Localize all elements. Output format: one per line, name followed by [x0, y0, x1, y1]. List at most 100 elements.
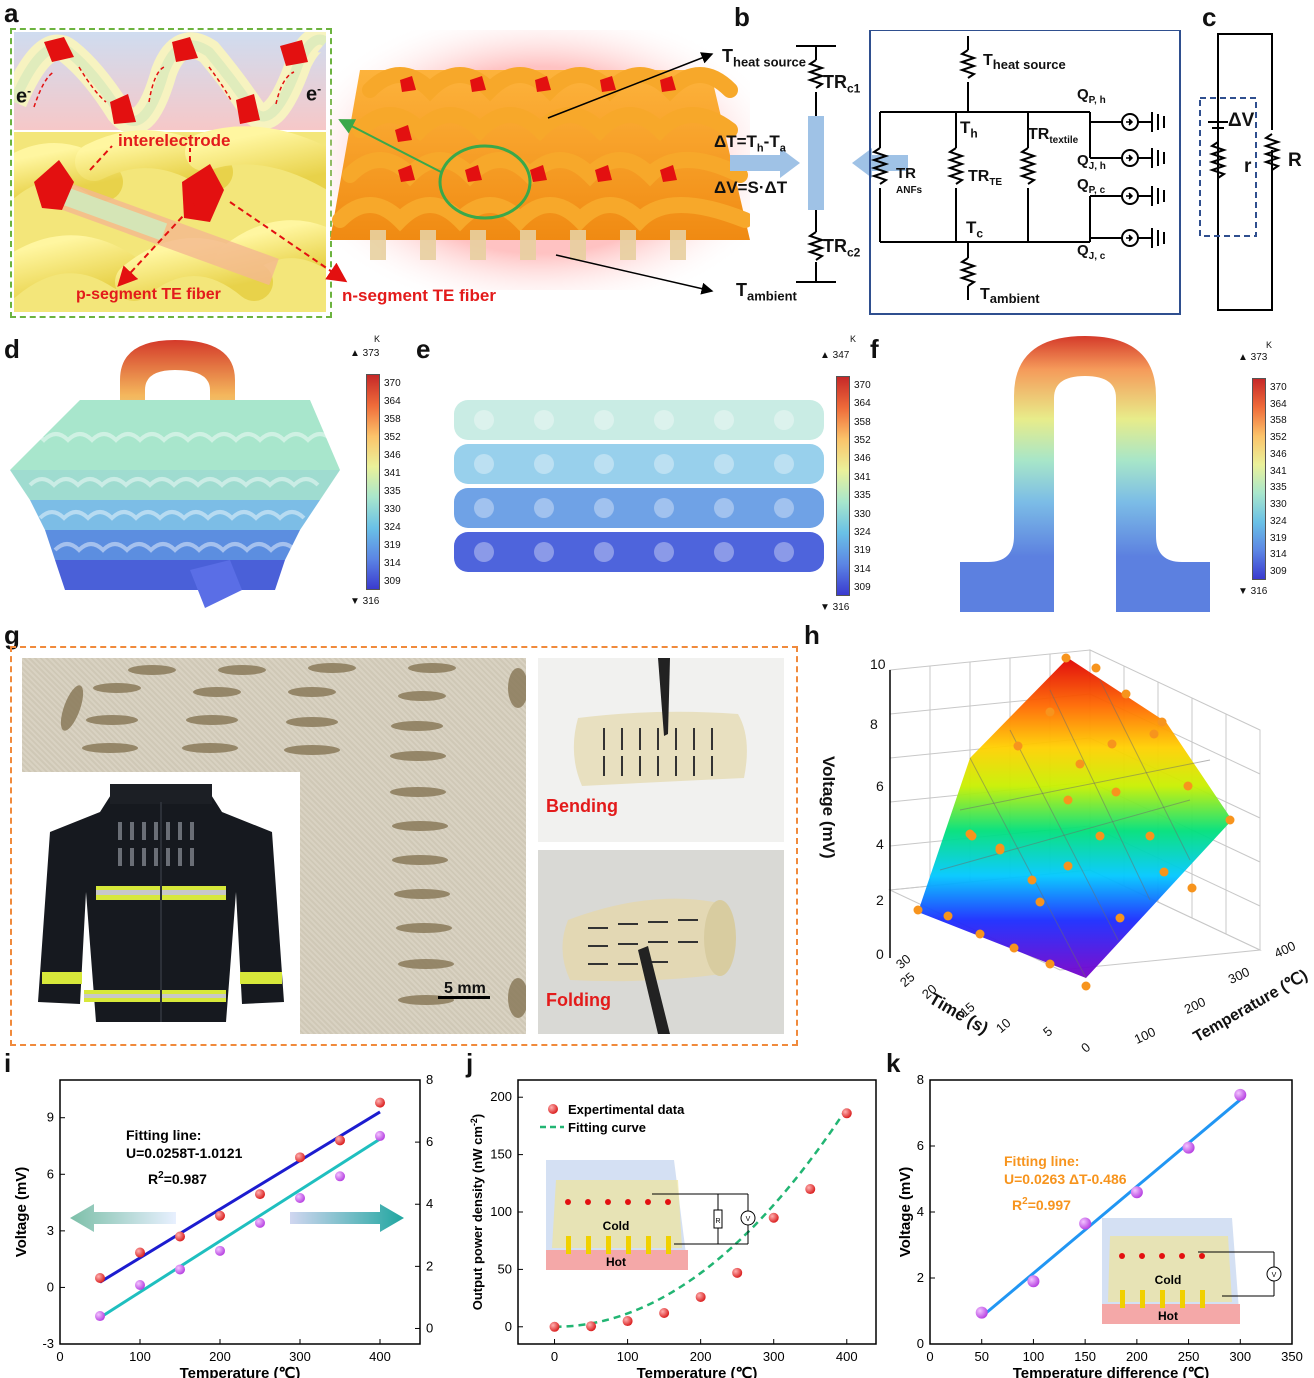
label-trc2: TRc2 — [823, 236, 861, 260]
scale-bar-label: 5 mm — [444, 980, 486, 997]
k-y-tick-label: 0 — [917, 1336, 924, 1351]
k-y-tick-label: 6 — [917, 1138, 924, 1153]
k-data-point — [1234, 1088, 1247, 1101]
j-inset-junction — [645, 1199, 651, 1205]
panel-c-circuit — [1199, 33, 1282, 311]
i-current-point — [375, 1130, 385, 1141]
colorbar-f-max: ▲ 373 — [1238, 352, 1268, 363]
k-y-tick-label: 4 — [917, 1204, 924, 1219]
colorbar-tick: 335 — [1270, 482, 1287, 494]
h-z-tick: 6 — [876, 778, 884, 794]
panel-g-frame — [10, 646, 798, 1046]
j-fit-curve — [554, 1107, 848, 1329]
colorbar-d: K ▲ 373 370 364 358 352 346 341 335 330 324 319 31… — [344, 334, 404, 614]
i-x-tick-label: 100 — [129, 1349, 151, 1364]
i-fit-title: Fitting line: — [126, 1127, 201, 1143]
colorbar-d-max: ▲ 373 — [350, 348, 380, 359]
colorbar-tick: 346 — [384, 450, 401, 461]
j-inset-junction — [605, 1199, 611, 1205]
j-data-point — [659, 1308, 670, 1319]
circuit-tc: Tc — [966, 218, 984, 241]
panel-c-r-small: r — [1244, 156, 1252, 177]
j-inset-v-label: V — [746, 1216, 751, 1223]
j-data-point — [622, 1316, 633, 1327]
circuit-qpc: QP, c — [1077, 176, 1106, 196]
k-x-tick-label: 50 — [974, 1349, 988, 1364]
colorbar-tick: 319 — [384, 540, 401, 551]
j-inset-leg — [586, 1236, 591, 1254]
i-plot-frame — [59, 1079, 421, 1345]
j-inset-fabric — [552, 1180, 682, 1248]
colorbar-tick: 358 — [1270, 415, 1287, 427]
j-y-tick-label: 100 — [490, 1204, 512, 1219]
i-left-arrow — [70, 1204, 176, 1232]
k-inset-junction — [1179, 1253, 1185, 1259]
colorbar-f-gradient — [1252, 378, 1266, 580]
p-segment-label: p-segment TE fiber — [76, 286, 221, 303]
i-current-point — [335, 1171, 345, 1182]
electron-label-right: e- — [306, 82, 322, 106]
i-y2-tick-label: 2 — [426, 1258, 433, 1273]
k-fit-line — [980, 1098, 1242, 1318]
k-x-tick-label: 300 — [1229, 1349, 1251, 1364]
panel-label-c: c — [1202, 2, 1217, 32]
h-z-tick: 4 — [876, 836, 884, 852]
colorbar-d-unit: K — [374, 334, 381, 344]
panel-a-arrows — [89, 52, 714, 295]
colorbar-tick: 319 — [1270, 532, 1287, 544]
j-inset-leg — [666, 1236, 671, 1254]
k-y-tick-label: 2 — [917, 1270, 924, 1285]
colorbar-tick: 335 — [854, 490, 871, 502]
j-legend-label-fit: Fitting curve — [568, 1120, 646, 1135]
k-x-tick-label: 100 — [1023, 1349, 1045, 1364]
n-segment-label: n-segment TE fiber — [342, 286, 496, 305]
colorbar-tick: 319 — [854, 545, 871, 557]
i-y-tick-label: -3 — [42, 1336, 54, 1351]
i-y-tick-label: 0 — [47, 1279, 54, 1294]
h-time-tick: 25 — [896, 969, 918, 990]
i-voltage-point — [95, 1273, 105, 1283]
colorbar-tick: 330 — [1270, 499, 1287, 511]
j-inset-voltmeter — [740, 1210, 756, 1226]
k-inset-device: V Cold Hot — [1102, 1218, 1282, 1324]
colorbar-tick: 330 — [854, 508, 871, 520]
colorbar-tick: 309 — [1270, 566, 1287, 577]
panel-c-delta-v: ΔV — [1228, 110, 1255, 131]
j-inset-cold-label: Cold — [603, 1219, 630, 1233]
j-y-axis-label: Output power density (nW cm-2) — [469, 1114, 485, 1311]
h-zaxis-label: Voltage (mV) — [819, 756, 838, 859]
j-data-point — [586, 1321, 597, 1332]
i-x-tick-label: 200 — [209, 1349, 231, 1364]
colorbar-tick: 324 — [854, 526, 871, 538]
colorbar-tick: 324 — [1270, 515, 1287, 527]
j-inset-r-label: R — [715, 1218, 720, 1225]
k-inset-leg — [1120, 1290, 1125, 1308]
h-z-tick: 8 — [870, 716, 878, 732]
circuit-tr-anfs: TR ANFs — [896, 165, 923, 196]
colorbar-tick: 358 — [854, 416, 871, 428]
circuit-qph: QP, h — [1077, 86, 1106, 106]
k-data-point — [975, 1306, 988, 1319]
panel-label-g: g — [4, 620, 20, 650]
label-t-heat-source: Theat source — [722, 46, 806, 70]
j-inset-device: R V Cold Hot — [546, 1160, 756, 1270]
colorbar-e-min: ▼ 316 — [820, 602, 850, 613]
i-y-tick-label: 6 — [47, 1166, 54, 1181]
colorbar-f-min: ▼ 316 — [1238, 586, 1268, 597]
colorbar-tick: 352 — [384, 432, 401, 443]
chart-k: 0 50 100 150 200 250 300 350 0 2 4 6 8 Temperature di… — [897, 1072, 1303, 1378]
i-current-point — [295, 1193, 305, 1204]
i-y-tick-label: 9 — [47, 1110, 54, 1125]
k-y-axis-label: Voltage (mV) — [897, 1167, 914, 1258]
label-delta-t: ΔT=Th-Ta — [714, 132, 786, 155]
k-inset-junction — [1139, 1253, 1145, 1259]
label-trc1: TRc1 — [823, 72, 861, 96]
j-legend-marker-data — [548, 1104, 558, 1114]
label-t-ambient: Tambient — [736, 280, 797, 304]
j-y-tick-label: 150 — [490, 1147, 512, 1162]
colorbar-tick: 364 — [384, 396, 401, 407]
colorbar-tick: 352 — [854, 435, 871, 447]
panel-a-inset-illustration — [14, 32, 326, 312]
h-zaxis-ticks: 10 8 6 4 2 0 — [870, 656, 894, 966]
